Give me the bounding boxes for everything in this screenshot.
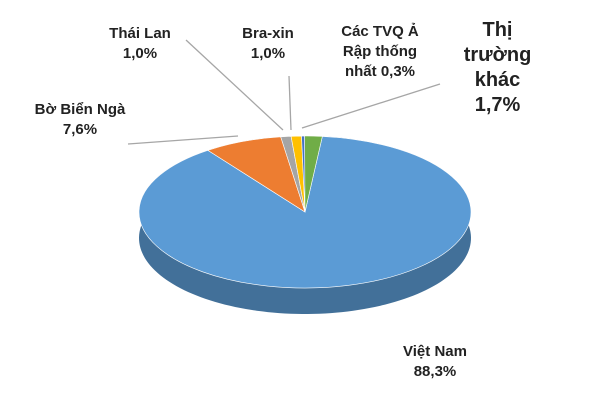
- leader-lines: [127, 39, 441, 145]
- value-label: 0,3%: [380, 63, 416, 80]
- category-label: Bờ Biển Ngà: [34, 101, 126, 118]
- slice-label: Các TVQ Ả Rập thống nhất 0,3%: [340, 22, 420, 82]
- category-label: Việt Nam: [403, 343, 467, 360]
- leader-line: [127, 135, 239, 145]
- category-label: Các TVQ Ả Rập thống nhất: [341, 23, 419, 80]
- slice-label: Bờ Biển Ngà 7,6%: [25, 100, 135, 140]
- pie: [138, 135, 472, 314]
- category-label: Thái Lan: [109, 25, 171, 42]
- slice-label: Việt Nam 88,3%: [385, 342, 485, 382]
- slice-label: Bra-xin 1,0%: [225, 24, 311, 64]
- value-label: 1,0%: [250, 45, 286, 62]
- slice: [304, 135, 323, 213]
- leader-line: [288, 75, 292, 131]
- leader-line: [301, 83, 441, 129]
- category-label: Bra-xin: [242, 25, 294, 42]
- value-label: 1,0%: [122, 45, 158, 62]
- leader-line: [185, 39, 284, 131]
- category-label: Thị trường khác: [463, 19, 532, 91]
- slice-label: Thái Lan 1,0%: [95, 24, 185, 64]
- value-label: 88,3%: [413, 363, 457, 380]
- slice-label: Thị trường khác 1,7%: [455, 18, 540, 118]
- value-label: 1,7%: [474, 94, 521, 116]
- value-label: 7,6%: [62, 121, 98, 138]
